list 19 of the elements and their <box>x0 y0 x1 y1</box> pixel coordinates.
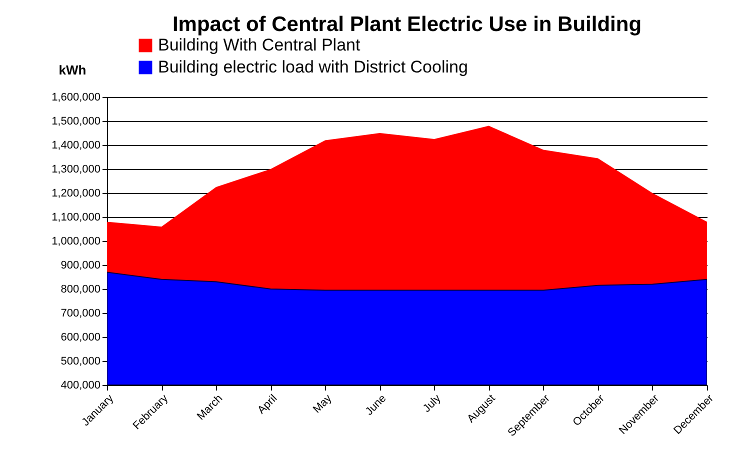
y-tick-label: 700,000 <box>60 308 100 320</box>
x-tick-label: May <box>310 392 335 416</box>
y-tick-label: 1,200,000 <box>52 188 100 200</box>
y-tick-label: 1,600,000 <box>52 92 100 104</box>
y-tick-label: 900,000 <box>60 260 100 272</box>
y-tick-label: 800,000 <box>60 284 100 296</box>
legend-label: Building With Central Plant <box>158 36 360 54</box>
y-tick-label: 1,000,000 <box>52 236 100 248</box>
y-tick-label: 600,000 <box>60 332 100 344</box>
chart-title: Impact of Central Plant Electric Use in Building <box>172 13 642 36</box>
y-tick-label: 400,000 <box>60 380 100 392</box>
y-axis-title: kWh <box>58 62 86 78</box>
y-tick-label: 1,100,000 <box>52 212 100 224</box>
legend-label: Building electric load with District Cooling <box>158 58 468 76</box>
x-tick-label: July <box>420 392 444 415</box>
y-tick-label: 1,300,000 <box>52 164 100 176</box>
y-tick-label: 500,000 <box>60 356 100 368</box>
y-tick-label: 1,400,000 <box>52 140 100 152</box>
y-tick-label: 1,500,000 <box>52 116 100 128</box>
